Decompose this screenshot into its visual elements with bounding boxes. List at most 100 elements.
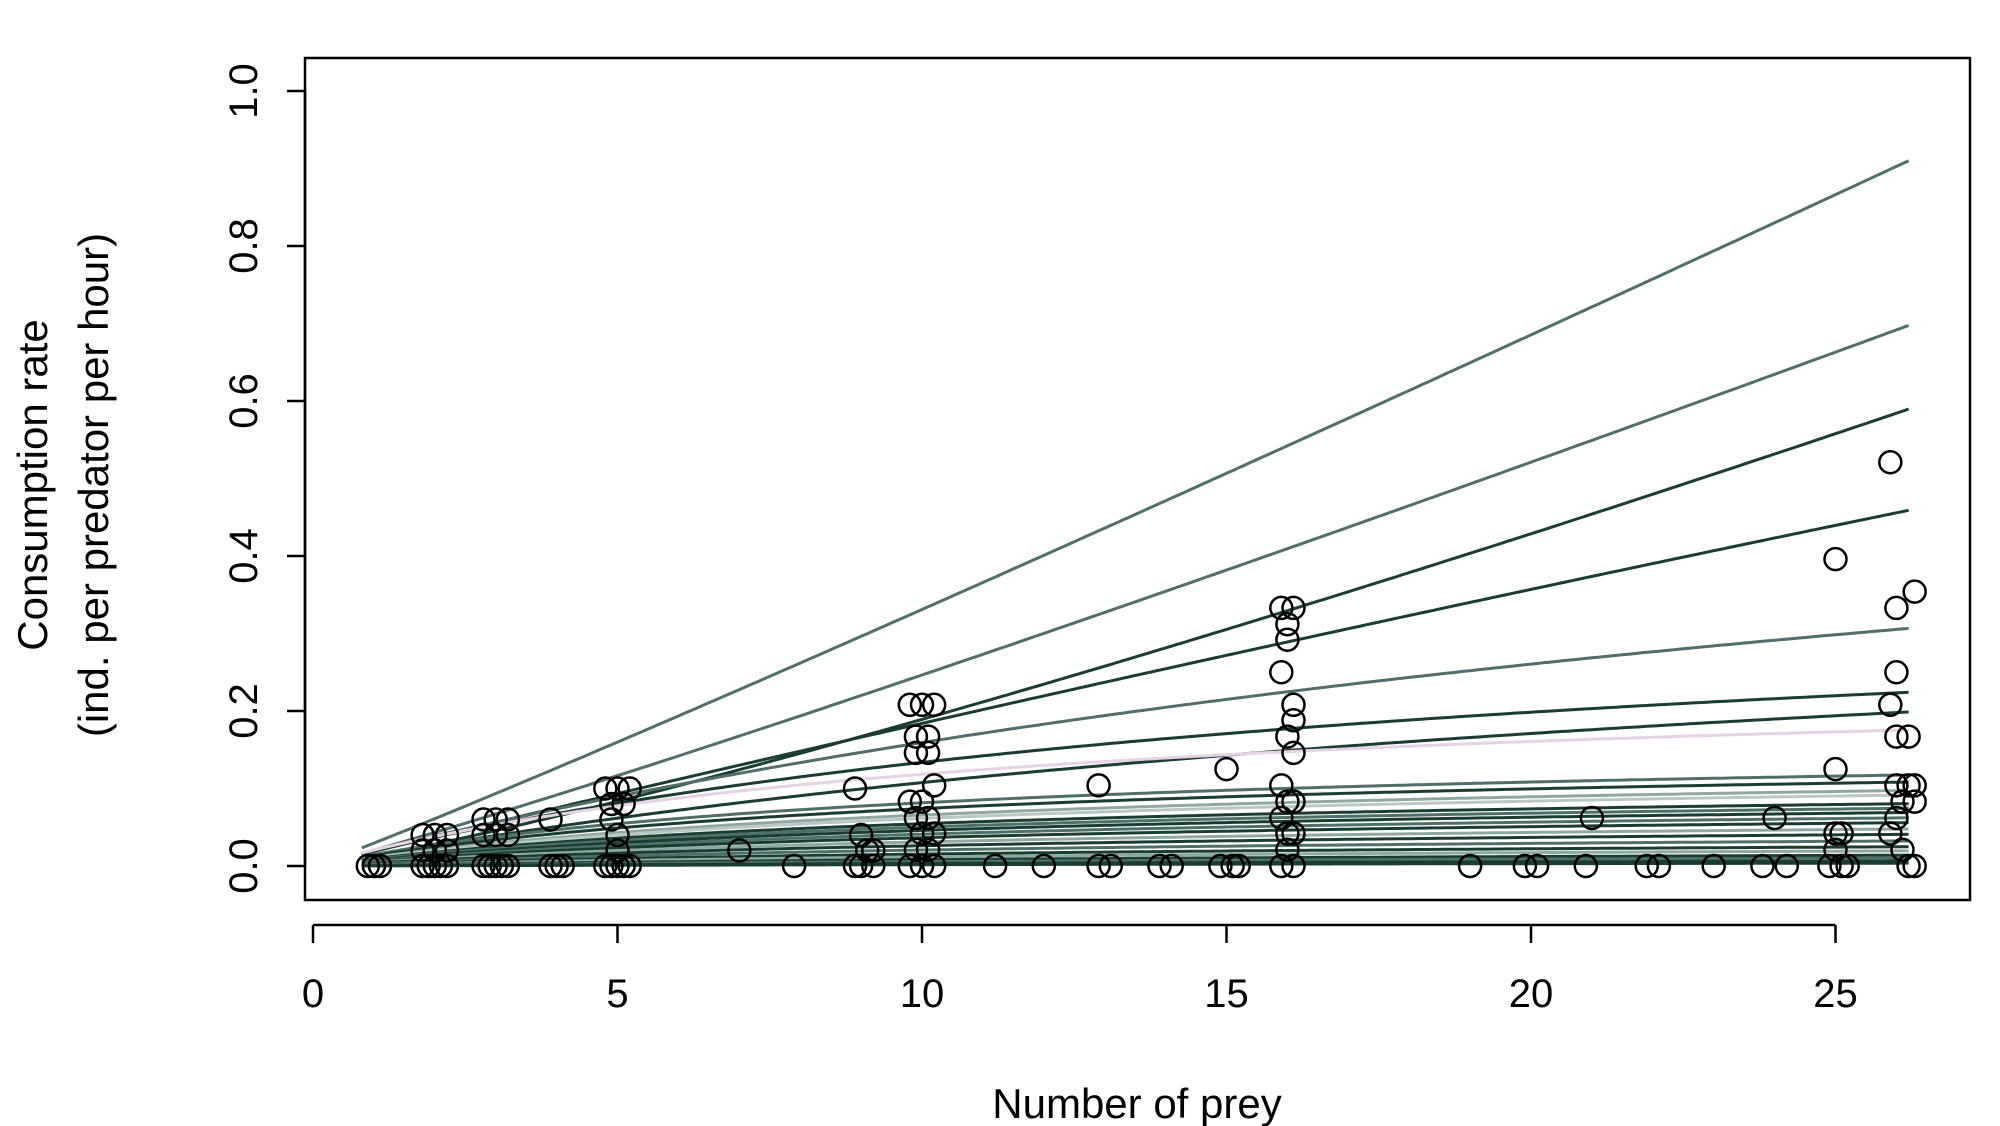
data-point (1902, 579, 1927, 604)
data-point (1098, 853, 1124, 879)
data-point (550, 853, 575, 879)
data-point (1878, 821, 1903, 846)
data-point (854, 838, 880, 863)
data-point (1220, 853, 1245, 879)
data-point (1835, 853, 1860, 879)
data-point (428, 853, 454, 879)
data-point (1031, 853, 1057, 879)
data-point (410, 822, 435, 848)
fitted-curve-15 (361, 811, 1909, 863)
data-point (538, 853, 563, 879)
data-point (605, 822, 630, 848)
data-point (471, 853, 496, 879)
data-point (434, 853, 460, 879)
y-axis-label-line2: (ind. per predator per hour) (70, 233, 117, 737)
data-point (1269, 660, 1294, 685)
data-point (1269, 773, 1294, 798)
data-point (1896, 773, 1921, 798)
data-point (1281, 853, 1306, 879)
fitted-curve-12 (361, 793, 1909, 861)
data-point (1579, 805, 1605, 831)
data-point (471, 807, 496, 832)
fitted-curve-18 (361, 827, 1909, 865)
data-point (903, 740, 929, 766)
data-point (1878, 692, 1903, 718)
data-point (605, 853, 630, 879)
fitted-curve-2 (361, 324, 1910, 855)
data-point (410, 838, 435, 863)
data-point (909, 692, 935, 718)
data-point (915, 740, 941, 766)
data-point (1884, 595, 1909, 621)
data-point (1823, 821, 1848, 846)
x-tick-label: 25 (1813, 972, 1858, 1016)
x-tick-label: 0 (302, 972, 324, 1016)
data-point (1829, 853, 1854, 879)
y-tick-label: 0.4 (222, 528, 266, 584)
data-point (1159, 853, 1184, 879)
data-point (1829, 821, 1854, 846)
data-point (355, 853, 381, 879)
data-point (1884, 660, 1909, 685)
data-point (422, 853, 448, 879)
data-point (1762, 805, 1787, 831)
x-tick-label: 10 (900, 972, 945, 1016)
x-tick-label: 15 (1204, 972, 1249, 1016)
data-point (842, 776, 868, 801)
data-point (1275, 821, 1300, 846)
data-point (897, 853, 923, 879)
data-point (915, 724, 941, 749)
data-point (593, 776, 618, 801)
data-point (483, 853, 508, 879)
data-point (361, 853, 387, 879)
data-point (617, 776, 642, 801)
data-point (1086, 773, 1111, 798)
data-point (1275, 627, 1300, 652)
data-point (1884, 724, 1909, 749)
data-point (483, 822, 508, 848)
data-point (1902, 789, 1927, 814)
plot-box (303, 56, 1972, 902)
fitted-curve-17 (361, 821, 1909, 864)
data-point (1214, 756, 1239, 782)
data-point (897, 692, 923, 718)
fitted-curve-11 (361, 788, 1909, 861)
data-point (1086, 853, 1111, 879)
data-point (1281, 692, 1306, 718)
data-point (1281, 789, 1306, 814)
data-point (1817, 853, 1842, 879)
data-point (1774, 853, 1800, 879)
data-point (434, 838, 460, 863)
data-point (921, 853, 947, 879)
data-point (1884, 805, 1909, 831)
data-point (1281, 708, 1306, 733)
data-point (921, 821, 947, 846)
fitted-curve-1 (361, 159, 1910, 850)
data-point (1275, 789, 1300, 814)
data-point (367, 853, 393, 879)
data-point (1902, 773, 1927, 798)
fitted-curve-19 (361, 832, 1909, 865)
data-point (422, 838, 448, 863)
data-point (483, 807, 508, 832)
y-axis: 0.0 0.2 0.4 0.6 0.8 1.0 (222, 63, 307, 894)
data-point (1208, 853, 1233, 879)
y-tick-label: 0.6 (222, 373, 266, 429)
data-point (1823, 546, 1848, 572)
data-point (909, 821, 935, 846)
data-point (477, 853, 502, 879)
data-point (897, 789, 923, 814)
data-point (781, 853, 807, 879)
data-point (1634, 853, 1659, 879)
data-point (605, 838, 630, 863)
x-tick-label: 5 (606, 972, 628, 1016)
data-point (495, 822, 521, 848)
data-point (611, 853, 636, 879)
data-point (1281, 740, 1306, 766)
data-point (861, 853, 886, 879)
y-tick-label: 0.8 (222, 218, 266, 274)
data-point (1750, 853, 1775, 879)
data-point (861, 838, 886, 863)
data-point (1275, 724, 1300, 749)
